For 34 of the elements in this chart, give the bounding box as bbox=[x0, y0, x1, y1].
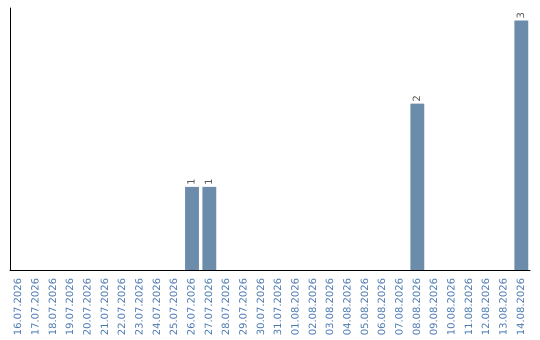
x-tick-label: 01.08.2026 bbox=[290, 278, 302, 336]
x-tick-label: 14.08.2026 bbox=[516, 278, 527, 336]
x-tick-label: 10.08.2026 bbox=[446, 278, 458, 336]
x-tick-label: 30.07.2026 bbox=[256, 278, 267, 336]
x-tick-label: 03.08.2026 bbox=[325, 278, 336, 336]
x-tick-label: 21.07.2026 bbox=[100, 278, 111, 336]
x-tick-label: 31.07.2026 bbox=[273, 278, 284, 336]
x-tick-label: 25.07.2026 bbox=[169, 278, 180, 336]
data-label: 1 bbox=[186, 178, 198, 185]
x-tick-label: 24.07.2026 bbox=[152, 278, 163, 336]
x-tick-label: 20.07.2026 bbox=[82, 278, 94, 336]
x-tick-label: 07.08.2026 bbox=[394, 278, 406, 336]
x-tick-label: 04.08.2026 bbox=[342, 278, 354, 336]
data-label: 3 bbox=[516, 12, 527, 18]
x-tick-label: 06.08.2026 bbox=[377, 278, 388, 336]
x-tick-label: 11.08.2026 bbox=[464, 278, 475, 336]
x-tick-label: 29.07.2026 bbox=[238, 278, 250, 336]
x-tick-label: 28.07.2026 bbox=[221, 278, 232, 336]
x-tick-label: 22.07.2026 bbox=[117, 278, 128, 336]
x-tick-label: 05.08.2026 bbox=[360, 278, 371, 336]
x-tick-label: 27.07.2026 bbox=[204, 278, 215, 336]
x-tick-label: 12.08.2026 bbox=[481, 278, 492, 336]
x-tick-label: 08.08.2026 bbox=[412, 278, 423, 336]
x-tick-label: 19.07.2026 bbox=[65, 278, 76, 336]
x-tick-label: 17.07.2026 bbox=[30, 278, 42, 336]
x-tick-label: 02.08.2026 bbox=[308, 278, 319, 336]
data-label: 1 bbox=[204, 178, 215, 185]
x-tick-label: 18.07.2026 bbox=[48, 278, 59, 336]
x-tick-label: 09.08.2026 bbox=[429, 278, 440, 336]
x-tick-label: 16.07.2026 bbox=[13, 278, 24, 336]
data-label: 2 bbox=[412, 95, 423, 102]
x-tick-label: 26.07.2026 bbox=[186, 278, 198, 336]
x-tick-label: 13.08.2026 bbox=[498, 278, 510, 336]
x-tick-label: 23.07.2026 bbox=[134, 278, 146, 336]
